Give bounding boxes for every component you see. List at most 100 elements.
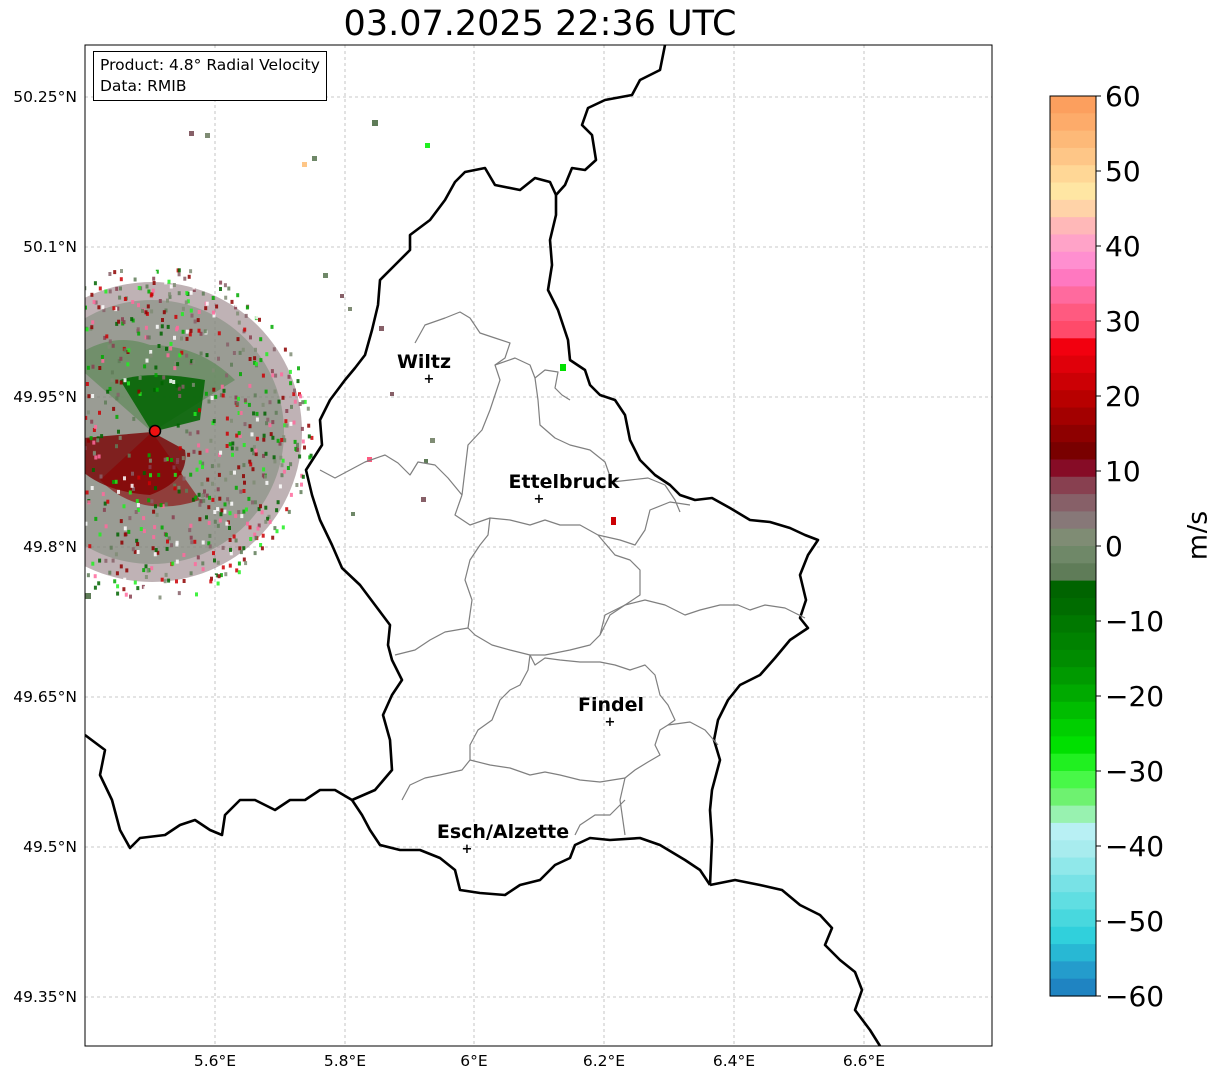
colorbar-band xyxy=(1050,338,1096,357)
country-borders xyxy=(85,45,882,1046)
colorbar-band xyxy=(1050,597,1096,616)
lat-label: 49.8°N xyxy=(23,538,77,556)
city-label-ettelbruck: Ettelbruck xyxy=(509,471,620,493)
colorbar-band xyxy=(1050,978,1096,997)
colorbar-band xyxy=(1050,563,1096,582)
radar-site-marker xyxy=(148,424,162,438)
colorbar-band xyxy=(1050,494,1096,512)
colorbar-band xyxy=(1050,372,1096,391)
colorbar-tick-label: −10 xyxy=(1105,605,1164,638)
city-findel: Findel + xyxy=(578,694,644,730)
colorbar-band xyxy=(1050,528,1096,547)
city-wiltz: Wiltz + xyxy=(397,351,451,387)
colorbar: 60 50 40 30 20 10 0 −10 −20 −30 −40 −50 … xyxy=(1049,80,1164,1013)
colorbar-band xyxy=(1050,511,1096,530)
data-source-label: Data: RMIB xyxy=(100,77,187,95)
colorbar-band xyxy=(1050,822,1096,841)
colorbar-band xyxy=(1050,147,1096,166)
colorbar-bands xyxy=(1050,96,1096,997)
colorbar-band xyxy=(1050,788,1096,807)
colorbar-tick-label: 20 xyxy=(1105,380,1141,413)
map-title: 03.07.2025 22:36 UTC xyxy=(343,4,737,44)
colorbar-band xyxy=(1050,390,1096,409)
colorbar-tick-label: 40 xyxy=(1105,230,1141,263)
colorbar-unit-label: m/s xyxy=(1182,510,1207,561)
colorbar-tick-label: 50 xyxy=(1105,155,1141,188)
colorbar-band xyxy=(1050,130,1096,149)
lon-label: 6.4°E xyxy=(713,1052,755,1070)
colorbar-tick-label: 10 xyxy=(1105,455,1141,488)
colorbar-tick-label: −30 xyxy=(1105,755,1164,788)
colorbar-tick-label: 60 xyxy=(1105,80,1141,113)
scattered-echoes xyxy=(85,120,616,599)
city-marker-wiltz: + xyxy=(424,372,435,387)
colorbar-band xyxy=(1050,805,1096,824)
colorbar-tick-label: −40 xyxy=(1105,830,1164,863)
colorbar-band xyxy=(1050,217,1096,236)
colorbar-ticks: 60 50 40 30 20 10 0 −10 −20 −30 −40 −50 … xyxy=(1096,80,1164,1013)
colorbar-band xyxy=(1050,546,1096,564)
colorbar-band xyxy=(1050,286,1096,305)
colorbar-band xyxy=(1050,615,1096,634)
colorbar-band xyxy=(1050,944,1096,962)
radar-echo-area xyxy=(85,268,314,600)
colorbar-band xyxy=(1050,771,1096,789)
longitude-labels: 5.6°E 5.8°E 6°E 6.2°E 6.4°E 6.6°E xyxy=(194,1052,885,1070)
colorbar-band xyxy=(1050,667,1096,686)
city-label-wiltz: Wiltz xyxy=(397,351,451,373)
colorbar-band xyxy=(1050,182,1096,201)
city-esch-alzette: Esch/Alzette + xyxy=(437,821,569,857)
city-ettelbruck: Ettelbruck + xyxy=(509,471,620,507)
colorbar-tick-label: −60 xyxy=(1105,980,1164,1013)
colorbar-tick-label: 30 xyxy=(1105,305,1141,338)
colorbar-band xyxy=(1050,632,1096,651)
colorbar-band xyxy=(1050,424,1096,443)
colorbar-band xyxy=(1050,459,1096,478)
city-marker-esch-alzette: + xyxy=(462,842,473,857)
lat-label: 49.65°N xyxy=(13,688,77,706)
colorbar-band xyxy=(1050,961,1096,980)
colorbar-band xyxy=(1050,407,1096,426)
colorbar-band xyxy=(1050,840,1096,859)
colorbar-band xyxy=(1050,303,1096,322)
colorbar-band xyxy=(1050,476,1096,495)
colorbar-band xyxy=(1050,199,1096,218)
lon-label: 6°E xyxy=(460,1052,487,1070)
colorbar-band xyxy=(1050,649,1096,668)
colorbar-band xyxy=(1050,719,1096,737)
lon-label: 5.8°E xyxy=(324,1052,366,1070)
colorbar-tick-label: −50 xyxy=(1105,905,1164,938)
colorbar-band xyxy=(1050,892,1096,911)
colorbar-band xyxy=(1050,113,1096,132)
latitude-labels: 50.25°N 50.1°N 49.95°N 49.8°N 49.65°N 49… xyxy=(13,88,77,1006)
colorbar-band xyxy=(1050,874,1096,893)
colorbar-band xyxy=(1050,321,1096,339)
colorbar-band xyxy=(1050,269,1096,287)
colorbar-band xyxy=(1050,580,1096,599)
lon-label: 5.6°E xyxy=(194,1052,236,1070)
lat-label: 49.95°N xyxy=(13,388,77,406)
colorbar-band xyxy=(1050,909,1096,928)
colorbar-band xyxy=(1050,701,1096,720)
colorbar-band xyxy=(1050,684,1096,703)
colorbar-band xyxy=(1050,251,1096,270)
city-markers: Wiltz + Ettelbruck + Findel + Esch/Alzet… xyxy=(397,351,644,857)
city-label-findel: Findel xyxy=(578,694,644,716)
colorbar-band xyxy=(1050,355,1096,374)
city-marker-findel: + xyxy=(605,715,616,730)
lat-label: 50.1°N xyxy=(23,238,77,256)
lat-label: 50.25°N xyxy=(13,88,77,106)
lon-label: 6.2°E xyxy=(583,1052,625,1070)
colorbar-band xyxy=(1050,165,1096,184)
canton-borders xyxy=(319,311,806,836)
lat-label: 49.5°N xyxy=(23,838,77,856)
colorbar-band xyxy=(1050,926,1096,945)
city-label-esch-alzette: Esch/Alzette xyxy=(437,821,569,843)
colorbar-tick-label: 0 xyxy=(1105,530,1123,563)
colorbar-tick-label: −20 xyxy=(1105,680,1164,713)
lat-label: 49.35°N xyxy=(13,988,77,1006)
colorbar-band xyxy=(1050,857,1096,876)
product-info-box: Product: 4.8° Radial Velocity Data: RMIB xyxy=(93,51,327,101)
colorbar-band xyxy=(1050,753,1096,772)
